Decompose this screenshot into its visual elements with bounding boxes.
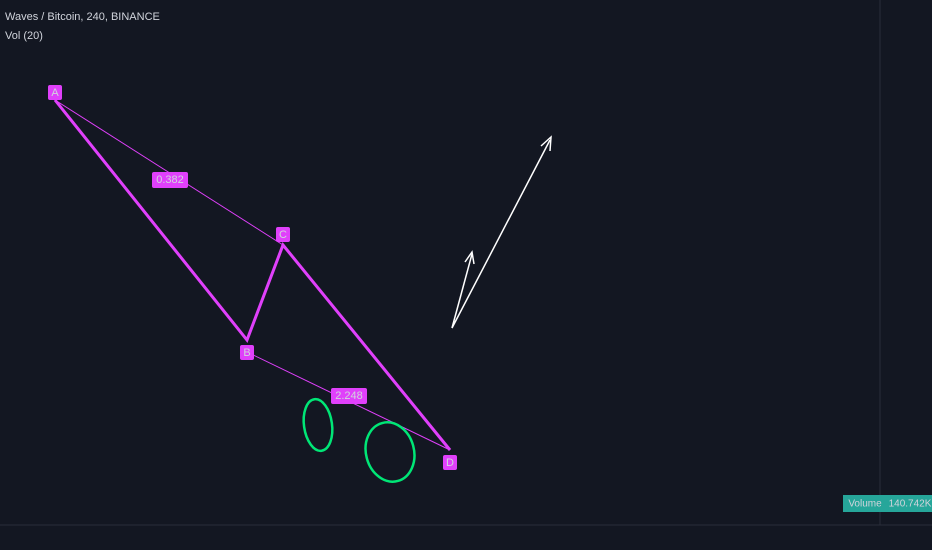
- arrow: [451, 253, 473, 329]
- point-c-label: C: [279, 229, 287, 241]
- arrow-head: [464, 250, 475, 265]
- chart-title: Waves / Bitcoin, 240, BINANCE: [5, 11, 160, 23]
- drawings: A B C D 0.382 2.248: [48, 85, 552, 483]
- volume-tag: [843, 495, 888, 512]
- highlight-circle: [302, 397, 334, 453]
- point-a-label: A: [51, 87, 59, 99]
- arrow: [451, 139, 551, 329]
- volume-value: 140.742K: [889, 499, 932, 510]
- volume-value-tag: [888, 495, 932, 512]
- highlight-circle: [364, 421, 416, 483]
- volume-tag-label: Volume: [848, 499, 882, 510]
- point-c: [276, 227, 290, 242]
- ratio-label: 2.248: [335, 390, 363, 402]
- ratio-box: [331, 388, 367, 404]
- point-d: [443, 455, 457, 470]
- indicator-label: Vol (20): [5, 30, 43, 42]
- point-a: [48, 85, 62, 100]
- point-d-label: D: [446, 457, 454, 469]
- ratio-label: 0.382: [156, 174, 184, 186]
- xabcd-pattern: [53, 99, 452, 451]
- point-b: [240, 345, 254, 360]
- arrow-head: [540, 135, 552, 152]
- point-b-label: B: [243, 347, 250, 359]
- ratio-box: [152, 172, 188, 188]
